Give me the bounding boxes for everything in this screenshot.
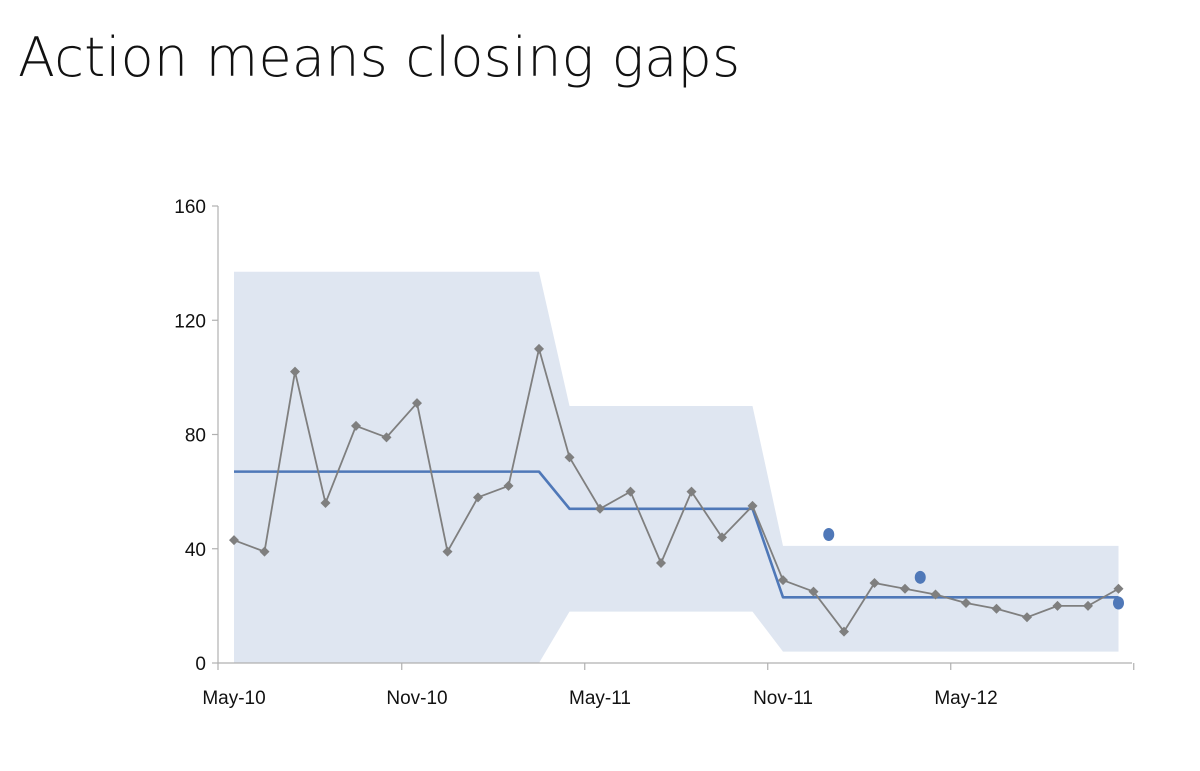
observed-point [961,598,971,609]
x-tick-label: May-11 [569,688,631,709]
x-tick-label: Nov-10 [386,688,447,709]
highlighted-points-layer [823,527,1124,610]
observed-point [1022,612,1032,623]
observed-point [900,583,910,594]
observed-point [320,498,331,509]
observed-point [991,603,1002,614]
observed-point [1083,600,1093,611]
control-limits-area [234,271,1119,663]
y-tick-label: 120 [174,311,206,332]
observed-point [259,546,270,557]
highlighted-point [823,527,835,541]
observed-point [503,480,514,491]
observed-point [534,343,544,354]
y-tick-label: 40 [185,540,206,561]
observed-point [473,492,483,503]
observed-point [625,486,636,497]
observed-point [717,532,727,543]
observed-point [442,546,453,557]
y-tick-label: 0 [195,654,206,675]
highlighted-point [914,570,926,584]
observed-series-line [233,347,1119,633]
chart-axes: 0 40 80 120 160 May-10 Nov-10 May-11 Nov-11 May-1… [174,197,1135,709]
control-limits-band [234,271,1119,663]
center-line-layer [234,470,1119,599]
observed-point [930,589,941,600]
observed-point [778,575,788,586]
slide-title: Action means closing gaps [18,26,741,89]
x-tick-label: Nov-11 [753,688,813,709]
observed-point [412,398,422,409]
observed-point [595,503,605,514]
observed-point [747,500,758,511]
x-tick-label: May-10 [202,688,265,709]
observed-point [1052,600,1063,611]
x-tick-label: May-12 [934,688,997,709]
y-tick-label: 80 [185,426,206,447]
observed-point [381,432,392,443]
observed-point [290,366,300,377]
observed-point [564,452,575,463]
observed-point [869,578,880,589]
highlighted-point [1113,596,1124,610]
observed-point [839,626,849,637]
y-tick-label: 160 [174,197,206,218]
observed-point [351,420,361,431]
observed-point [229,535,239,546]
observed-series-layer [229,343,1124,637]
observed-point [808,586,819,597]
observed-point [1113,583,1124,594]
observed-point [686,486,697,497]
observed-point [656,558,666,569]
center-line [234,470,1119,599]
